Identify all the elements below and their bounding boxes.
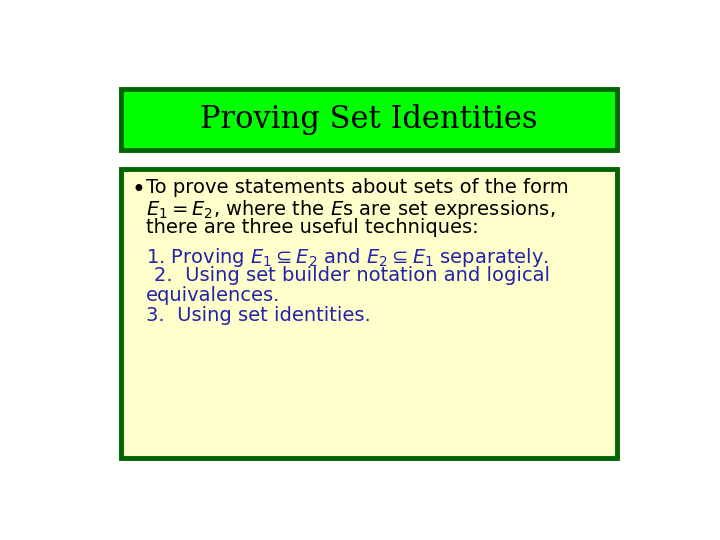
Text: 3.  Using set identities.: 3. Using set identities.: [145, 306, 371, 325]
Text: To prove statements about sets of the form: To prove statements about sets of the fo…: [145, 178, 568, 197]
FancyBboxPatch shape: [121, 90, 617, 150]
Text: equivalences.: equivalences.: [145, 286, 280, 305]
Text: 2.  Using set builder notation and logical: 2. Using set builder notation and logica…: [153, 266, 549, 285]
FancyBboxPatch shape: [121, 168, 617, 457]
Text: •: •: [132, 178, 145, 202]
Text: $E_1 = E_2$, where the $E$s are set expressions,: $E_1 = E_2$, where the $E$s are set expr…: [145, 198, 555, 221]
Text: there are three useful techniques:: there are three useful techniques:: [145, 218, 478, 237]
Text: Proving Set Identities: Proving Set Identities: [200, 104, 538, 135]
Text: 1. Proving $E_1 \subseteq E_2$ and $E_2 \subseteq E_1$ separately.: 1. Proving $E_1 \subseteq E_2$ and $E_2 …: [145, 246, 549, 269]
